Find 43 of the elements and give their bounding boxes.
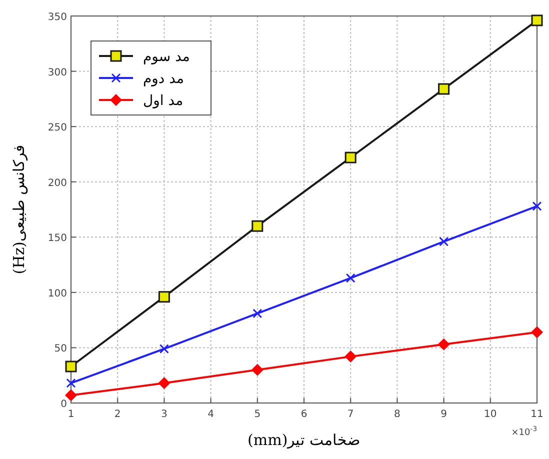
x-tick-label: 3: [161, 409, 168, 420]
point: [158, 291, 170, 303]
x-axis-title: ضخامت تیر(mm): [248, 431, 360, 449]
y-axis-title: فرکانس طبیعی(Hz): [10, 144, 28, 274]
point: [344, 350, 357, 363]
x-tick-label: 10: [484, 409, 497, 420]
legend-label: مد اول: [143, 93, 184, 109]
y-tick-label: 50: [54, 344, 67, 355]
x-tick-label: 9: [440, 409, 447, 420]
y-tick-label: 350: [48, 12, 67, 23]
y-tick-label: 0: [60, 399, 67, 410]
point: [65, 360, 77, 372]
y-tick-label: 100: [48, 288, 67, 300]
point: [251, 364, 264, 376]
point: [159, 344, 169, 354]
x-tick-label: 1: [68, 409, 74, 420]
x-tick-label: 6: [300, 409, 308, 420]
x-tick-label: 5: [254, 409, 261, 420]
x-tick-label: 4: [208, 409, 214, 420]
point: [252, 308, 262, 318]
point: [438, 83, 450, 95]
y-tick-label: 200: [48, 178, 67, 189]
point: [252, 220, 264, 232]
y-tick-label: 300: [48, 67, 67, 78]
y-tick-label: 150: [48, 233, 67, 244]
point: [344, 152, 356, 164]
point: [346, 273, 356, 283]
point: [531, 326, 543, 338]
point: [439, 236, 449, 246]
point: [65, 389, 77, 402]
x-tick-label: 7: [347, 409, 354, 420]
point: [66, 378, 76, 388]
y-tick-label: 250: [48, 122, 67, 134]
legend-label: مد دوم: [143, 71, 184, 87]
x-tick-label: 11: [530, 409, 544, 420]
x-tick-label: 8: [394, 409, 400, 420]
x-tick-label: 2: [114, 409, 121, 420]
text: ×10$^{-3}$: [511, 425, 537, 438]
point: [438, 338, 450, 350]
point: [531, 14, 543, 26]
point: [532, 201, 542, 211]
legend-label: مد سوم: [143, 49, 190, 65]
point: [158, 377, 170, 390]
